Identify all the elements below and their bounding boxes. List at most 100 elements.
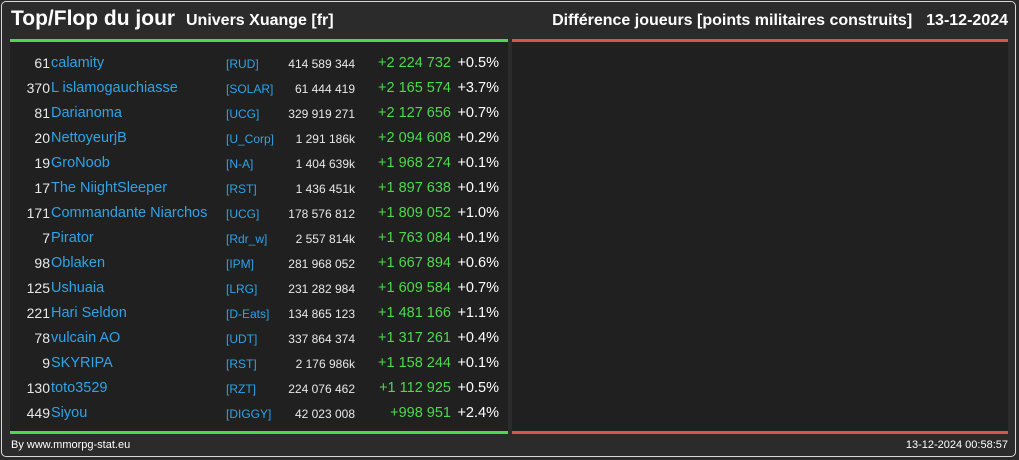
player-rank: 20 <box>34 130 50 146</box>
header-right: Différence joueurs [points militaires co… <box>552 12 1008 30</box>
widget-title: Top/Flop du jour <box>11 7 176 30</box>
alliance-tag-link[interactable]: [IPM] <box>226 257 255 271</box>
alliance-tag-link[interactable]: [Rdr_w] <box>226 232 268 246</box>
table-row: 17 The NiightSleeper [RST] 1 436 451k +1 897… <box>10 175 508 200</box>
player-total-points: 1 291 186k <box>295 132 355 146</box>
player-total-points: 2 557 814k <box>295 232 355 246</box>
top-panel: 61 calamity [RUD] 414 589 344 +2 224 732 +0.5… <box>10 39 508 434</box>
table-row: 61 calamity [RUD] 414 589 344 +2 224 732 +0.5… <box>10 50 508 75</box>
alliance-tag-link[interactable]: [D-Eats] <box>226 307 270 321</box>
player-total-points: 414 589 344 <box>288 57 355 71</box>
table-row: 125 Ushuaia [LRG] 231 282 984 +1 609 584 +0.7… <box>10 275 508 300</box>
alliance-tag-link[interactable]: [N-A] <box>226 157 254 171</box>
points-difference: +1 158 244 <box>378 355 451 371</box>
player-name-link[interactable]: Pirator <box>51 230 94 246</box>
percent-change: +0.6% <box>457 255 499 271</box>
alliance-tag-link[interactable]: [RUD] <box>226 57 259 71</box>
player-name-link[interactable]: Hari Seldon <box>51 305 127 321</box>
player-name-link[interactable]: SKYRIPA <box>51 355 113 371</box>
universe-label: Univers Xuange [fr] <box>186 12 334 29</box>
table-row: 7 Pirator [Rdr_w] 2 557 814k +1 763 084 +0.1% <box>10 225 508 250</box>
alliance-tag-link[interactable]: [DIGGY] <box>226 407 272 421</box>
alliance-tag-link[interactable]: [RZT] <box>226 382 256 396</box>
footer-timestamp: 13-12-2024 00:58:57 <box>905 439 1008 451</box>
player-rank: 98 <box>34 255 50 271</box>
points-difference: +2 224 732 <box>378 55 451 71</box>
player-rank: 125 <box>26 280 50 296</box>
player-name-link[interactable]: Siyou <box>51 405 88 421</box>
points-difference: +1 897 638 <box>378 180 451 196</box>
player-rank: 171 <box>26 205 50 221</box>
player-rank: 61 <box>34 55 50 71</box>
player-name-link[interactable]: Darianoma <box>51 105 122 121</box>
player-rank: 78 <box>34 330 50 346</box>
table-row: 78 vulcain AO [UDT] 337 864 374 +1 317 261 +0… <box>10 325 508 350</box>
player-name-link[interactable]: calamity <box>51 55 105 71</box>
player-rank: 221 <box>26 305 50 321</box>
percent-change: +1.1% <box>457 305 499 321</box>
percent-change: +1.0% <box>457 205 499 221</box>
player-name-link[interactable]: Ushuaia <box>51 280 105 296</box>
alliance-tag-link[interactable]: [LRG] <box>226 282 258 296</box>
points-difference: +2 094 608 <box>378 130 451 146</box>
player-rank: 81 <box>34 105 50 121</box>
player-name-link[interactable]: Oblaken <box>51 255 106 271</box>
table-row: 19 GroNoob [N-A] 1 404 639k +1 968 274 +0.1% <box>10 150 508 175</box>
player-name-link[interactable]: toto3529 <box>51 380 108 396</box>
percent-change: +0.7% <box>457 280 499 296</box>
player-name-link[interactable]: L islamogauchiasse <box>51 80 178 96</box>
header-date: 13-12-2024 <box>926 12 1008 29</box>
points-difference: +998 951 <box>390 405 451 421</box>
metric-label: Différence joueurs [points militaires co… <box>552 12 913 29</box>
points-difference: +1 968 274 <box>378 155 451 171</box>
player-total-points: 2 176 986k <box>295 357 355 371</box>
points-difference: +1 481 166 <box>378 305 451 321</box>
points-difference: +1 667 894 <box>378 255 451 271</box>
points-difference: +1 763 084 <box>378 230 451 246</box>
alliance-tag-link[interactable]: [UCG] <box>226 107 260 121</box>
player-name-link[interactable]: NettoyeurjB <box>51 130 127 146</box>
player-rank: 7 <box>42 230 50 246</box>
percent-change: +3.7% <box>457 80 499 96</box>
percent-change: +0.1% <box>457 155 499 171</box>
percent-change: +0.1% <box>457 180 499 196</box>
percent-change: +0.1% <box>457 355 499 371</box>
player-total-points: 61 444 419 <box>294 82 355 96</box>
alliance-tag-link[interactable]: [UCG] <box>226 207 260 221</box>
percent-change: +0.2% <box>457 130 499 146</box>
player-name-link[interactable]: The NiightSleeper <box>51 180 168 196</box>
alliance-tag-link[interactable]: [RST] <box>226 357 257 371</box>
player-total-points: 1 436 451k <box>295 182 355 196</box>
percent-change: +0.4% <box>457 330 499 346</box>
table-row: 9 SKYRIPA [RST] 2 176 986k +1 158 244 +0.1% <box>10 350 508 375</box>
points-difference: +1 609 584 <box>378 280 451 296</box>
alliance-tag-link[interactable]: [SOLAR] <box>226 82 274 96</box>
player-rank: 130 <box>26 380 50 396</box>
table-row: 370 L islamogauchiasse [SOLAR] 61 444 419 +2… <box>10 75 508 100</box>
player-total-points: 337 864 374 <box>288 332 355 346</box>
player-name-link[interactable]: vulcain AO <box>51 330 121 346</box>
alliance-tag-link[interactable]: [UDT] <box>226 332 258 346</box>
percent-change: +0.7% <box>457 105 499 121</box>
points-difference: +1 317 261 <box>378 330 451 346</box>
table-row: 171 Commandante Niarchos [UCG] 178 576 812 +… <box>10 200 508 225</box>
player-total-points: 329 919 271 <box>288 107 355 121</box>
table-row: 98 Oblaken [IPM] 281 968 052 +1 667 894 +0.6% <box>10 250 508 275</box>
alliance-tag-link[interactable]: [U_Corp] <box>226 132 275 146</box>
player-rank: 370 <box>26 80 50 96</box>
percent-change: +2.4% <box>457 405 499 421</box>
table-row: 221 Hari Seldon [D-Eats] 134 865 123 +1 481 … <box>10 300 508 325</box>
player-total-points: 134 865 123 <box>288 307 355 321</box>
flop-panel <box>512 39 1008 434</box>
player-total-points: 178 576 812 <box>288 207 355 221</box>
player-name-link[interactable]: GroNoob <box>51 155 110 171</box>
percent-change: +0.5% <box>457 55 499 71</box>
player-rank: 19 <box>34 155 50 171</box>
footer-source[interactable]: By www.mmorpg-stat.eu <box>11 439 131 451</box>
player-rank: 449 <box>26 405 50 421</box>
player-name-link[interactable]: Commandante Niarchos <box>51 205 208 221</box>
player-total-points: 231 282 984 <box>288 282 355 296</box>
table-row: 81 Darianoma [UCG] 329 919 271 +2 127 656 +0.… <box>10 100 508 125</box>
player-total-points: 42 023 008 <box>294 407 355 421</box>
alliance-tag-link[interactable]: [RST] <box>226 182 257 196</box>
